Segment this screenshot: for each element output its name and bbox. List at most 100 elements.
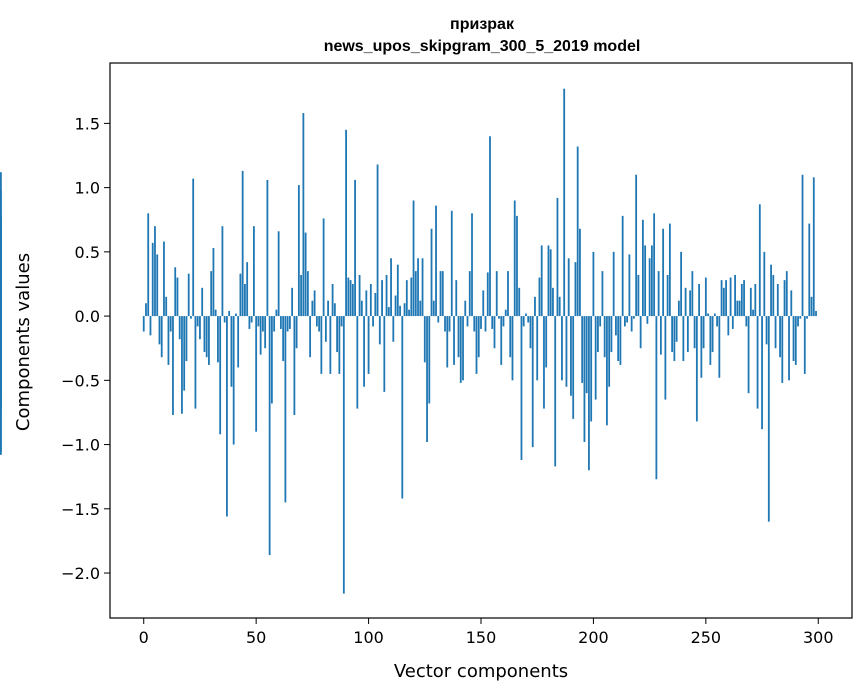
bar-143 <box>464 300 467 317</box>
bar-17 <box>181 316 183 414</box>
bar-26 <box>201 287 204 317</box>
bar-92 <box>349 280 352 317</box>
bar-90 <box>345 129 347 317</box>
bar-202 <box>597 316 599 353</box>
bar-220 <box>637 274 640 317</box>
bar-160 <box>502 316 505 327</box>
bar-156 <box>493 316 496 349</box>
bar-103 <box>374 292 377 317</box>
bar-146 <box>471 213 473 317</box>
bar-225 <box>648 258 651 317</box>
bar-131 <box>437 316 440 323</box>
bar-104 <box>376 164 379 317</box>
bar-119 <box>410 277 413 317</box>
bar-100 <box>367 316 370 374</box>
x-tick-label: 150 <box>466 628 497 647</box>
bar-256 <box>718 316 721 378</box>
bar-18 <box>183 316 186 391</box>
bar-121 <box>414 271 417 317</box>
bar-242 <box>686 316 689 353</box>
bar-66 <box>291 287 294 317</box>
bar-79 <box>320 316 323 374</box>
bar-283 <box>779 316 781 358</box>
bar-55 <box>266 179 269 317</box>
bar-undefined <box>0 258 2 317</box>
bar-89 <box>342 316 345 594</box>
bar-145 <box>468 271 471 317</box>
bar-210 <box>615 316 617 336</box>
bar-280 <box>772 274 775 317</box>
bar-166 <box>516 215 518 317</box>
bar-196 <box>583 316 586 442</box>
bar-270 <box>749 287 752 317</box>
bar-22 <box>192 178 195 317</box>
bar-272 <box>754 283 757 317</box>
bar-243 <box>689 290 692 317</box>
bar-179 <box>545 316 548 368</box>
bar-41 <box>235 313 237 317</box>
bar-101 <box>369 283 372 317</box>
bar-219 <box>635 174 638 317</box>
bar-80 <box>322 218 325 317</box>
bar-122 <box>417 258 419 317</box>
y-axis-ticks: −2.0 −1.5 −1.0 −0.5 0.0 0.5 1.0 1.5 <box>61 114 110 583</box>
bar-165 <box>513 200 516 317</box>
bar-32 <box>214 309 217 317</box>
bar-279 <box>770 264 772 317</box>
bar-190 <box>570 316 572 396</box>
bar-229 <box>657 271 660 317</box>
bar-98 <box>363 316 365 387</box>
bar-24 <box>196 316 199 327</box>
bar-4 <box>151 242 154 317</box>
bar-163 <box>509 316 512 358</box>
bar-63 <box>284 316 287 503</box>
bar-252 <box>709 316 712 365</box>
bar-278 <box>767 316 770 522</box>
bar-3 <box>149 316 152 336</box>
bar-284 <box>781 316 784 383</box>
bar-157 <box>495 271 498 317</box>
bar-57 <box>270 316 273 404</box>
bar-53 <box>262 316 264 332</box>
x-axis-ticks: 0 50 100 150 200 250 300 <box>139 618 834 647</box>
bar-132 <box>439 271 442 317</box>
bar-227 <box>653 213 656 317</box>
bar-247 <box>698 283 700 317</box>
bar-111 <box>392 316 395 342</box>
chart-title-line2: news_upos_skipgram_300_5_2019 model <box>324 38 641 55</box>
bar-161 <box>504 309 507 317</box>
bar-251 <box>707 313 709 317</box>
plot-frame <box>109 62 853 619</box>
bar-16 <box>178 316 181 340</box>
bar-237 <box>675 316 678 342</box>
bar-236 <box>673 316 676 362</box>
bar-105 <box>378 316 381 345</box>
bar-222 <box>641 219 644 317</box>
bar-72 <box>304 232 307 317</box>
bar-99 <box>365 290 368 317</box>
bar-42 <box>237 316 240 368</box>
bar-139 <box>455 280 458 317</box>
bar-125 <box>423 316 426 363</box>
bar-268 <box>745 316 748 327</box>
bar-249 <box>702 316 705 349</box>
bar-15 <box>176 277 179 317</box>
bar-33 <box>217 316 219 363</box>
bar-128 <box>430 228 433 317</box>
bar-67 <box>293 316 296 416</box>
bar-216 <box>628 254 631 317</box>
bar-162 <box>507 271 509 317</box>
bar-212 <box>619 316 622 365</box>
bar-6 <box>156 254 159 317</box>
bar-120 <box>412 200 415 317</box>
bar-214 <box>624 316 626 327</box>
bar-74 <box>309 316 312 358</box>
bar-114 <box>399 305 401 317</box>
bar-10 <box>165 296 168 317</box>
bar-134 <box>444 316 446 332</box>
bar-257 <box>720 280 723 317</box>
bar-undefined <box>0 316 2 358</box>
bar-35 <box>221 226 224 317</box>
bar-147 <box>473 316 476 332</box>
x-tick-label: 250 <box>691 628 722 647</box>
